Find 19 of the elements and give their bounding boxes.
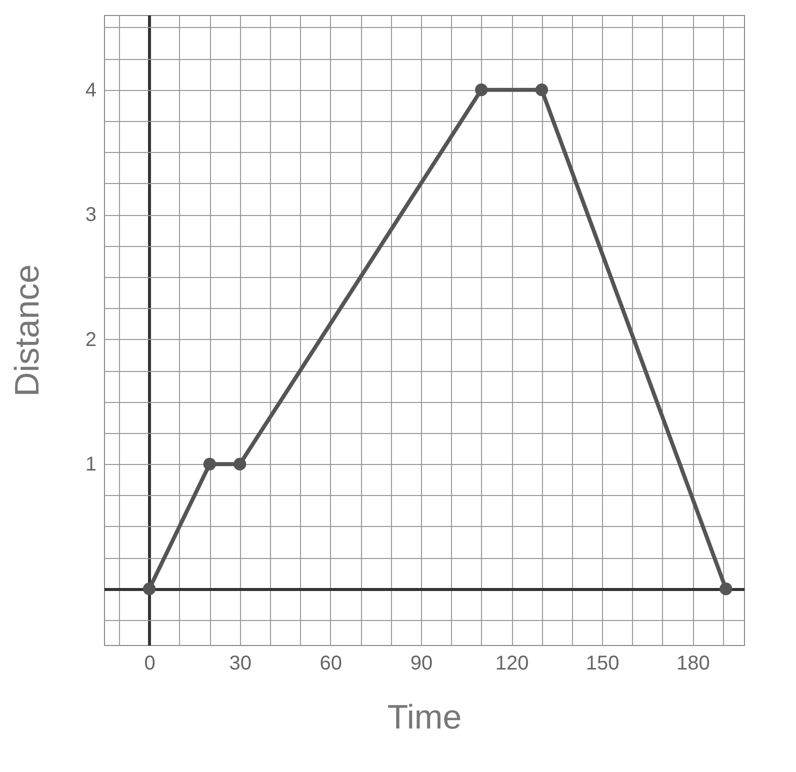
x-tick-label: 60 bbox=[320, 652, 342, 674]
point bbox=[535, 84, 548, 96]
point bbox=[475, 84, 488, 96]
x-tick-label: 90 bbox=[410, 652, 433, 674]
x-tick-label: 150 bbox=[586, 652, 620, 674]
y-tick-label: 2 bbox=[85, 328, 96, 351]
y-tick-label: 4 bbox=[85, 79, 96, 102]
point bbox=[142, 582, 156, 596]
y-axis-title: Distance bbox=[8, 264, 46, 397]
point bbox=[203, 458, 216, 470]
y-tick-label: 3 bbox=[85, 204, 96, 226]
x-tick-label: 30 bbox=[229, 652, 252, 674]
x-tick-label: 180 bbox=[676, 652, 710, 674]
point bbox=[234, 458, 246, 470]
y-tick-label: 1 bbox=[85, 454, 96, 476]
x-tick-label: 120 bbox=[495, 652, 529, 674]
x-tick-label: 0 bbox=[144, 652, 156, 674]
point bbox=[720, 582, 732, 596]
x-axis-title: Time bbox=[387, 698, 462, 736]
